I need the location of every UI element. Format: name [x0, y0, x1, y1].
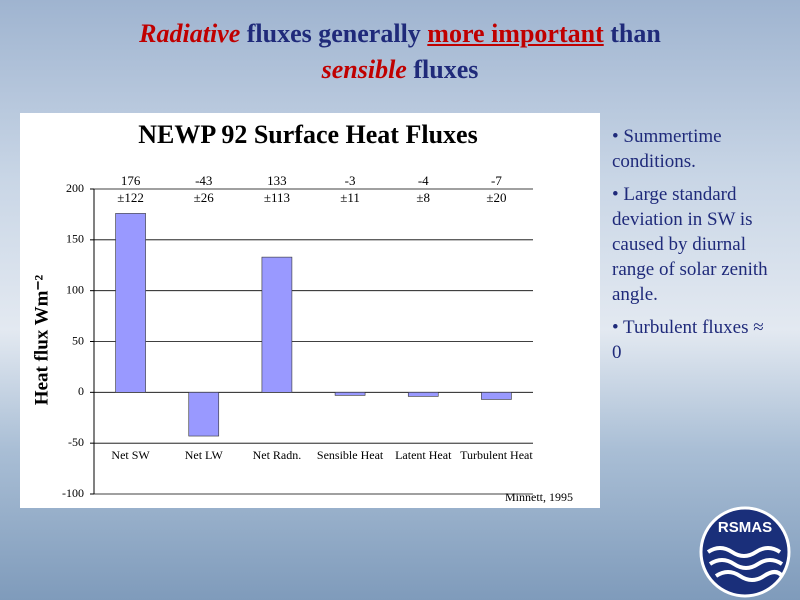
- bar: [188, 392, 220, 437]
- x-tick-label: Latent Heat: [395, 448, 452, 462]
- title-part: fluxes: [406, 55, 479, 84]
- bar: [481, 392, 512, 400]
- value-label: 133: [267, 173, 287, 188]
- error-label: ±113: [264, 190, 290, 205]
- title-part: Radiative: [139, 19, 241, 48]
- y-tick-label: 0: [78, 384, 84, 398]
- source: Minnett, 1995: [505, 490, 573, 504]
- title-part: more important: [427, 19, 604, 48]
- title-part: sensible: [321, 55, 407, 84]
- error-label: ±11: [340, 190, 360, 205]
- value-label: 176: [121, 173, 141, 188]
- x-tick-label: Net SW: [111, 448, 150, 462]
- title-part: than: [603, 19, 661, 48]
- value-label: -3: [345, 173, 356, 188]
- x-tick-label: Net LW: [185, 448, 224, 462]
- logo-text: RSMAS: [718, 519, 772, 536]
- error-label: ±8: [416, 190, 430, 205]
- x-tick-label: Sensible Heat: [317, 448, 384, 462]
- bullet: • Large standard deviation in SW is caus…: [612, 184, 768, 305]
- chart-title: NEWP 92 Surface Heat Fluxes: [138, 120, 477, 149]
- y-tick-label: 50: [72, 333, 84, 347]
- bar: [115, 213, 146, 393]
- y-axis-label: Heat flux Wm⁻²: [31, 274, 52, 405]
- error-label: ±20: [486, 190, 506, 205]
- bar: [334, 392, 366, 396]
- y-tick-label: 100: [66, 282, 84, 296]
- bar: [407, 392, 439, 397]
- y-tick-label: 150: [66, 232, 84, 246]
- error-label: ±122: [117, 190, 144, 205]
- value-label: -4: [418, 173, 429, 188]
- bar: [261, 256, 293, 393]
- slide-title: Radiative fluxes generally more importan…: [40, 16, 760, 88]
- bullet: • Summertime conditions.: [612, 126, 722, 172]
- error-label: ±26: [194, 190, 215, 205]
- y-tick-label: 200: [66, 181, 84, 195]
- y-tick-label: -100: [62, 486, 84, 500]
- x-tick-label: Turbulent Heat: [460, 448, 533, 462]
- y-tick-label: -50: [68, 435, 84, 449]
- value-label: -7: [491, 173, 502, 188]
- bullet-list: • Summertime conditions. • Large standar…: [612, 124, 777, 373]
- logo-waves: [706, 546, 784, 582]
- bullet: • Turbulent fluxes ≈ 0: [612, 317, 764, 363]
- x-tick-label: Net Radn.: [253, 448, 302, 462]
- title-part: fluxes generally: [240, 19, 428, 48]
- value-label: -43: [195, 173, 212, 188]
